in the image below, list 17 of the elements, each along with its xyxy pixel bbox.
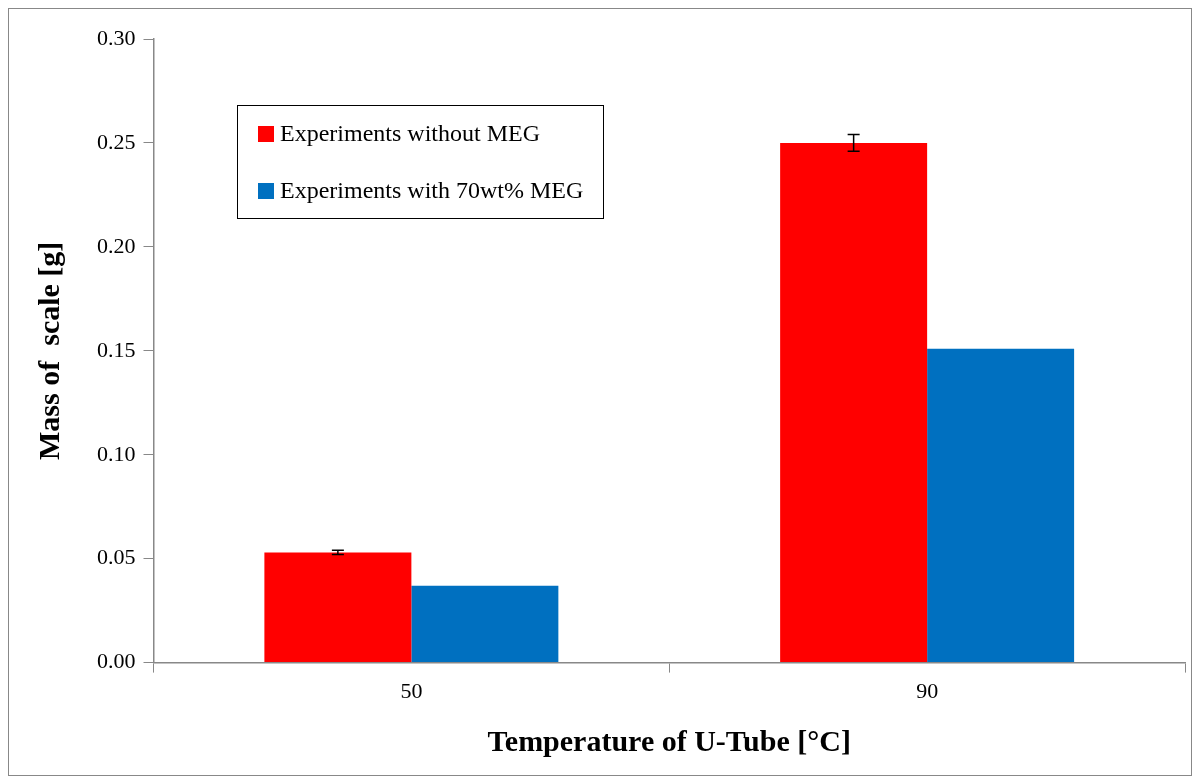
- y-tick-label: 0.05: [97, 544, 136, 570]
- y-tick-label: 0.10: [97, 440, 136, 466]
- legend-label: Experiments without MEG: [280, 120, 540, 147]
- legend-label: Experiments with 70wt% MEG: [280, 177, 584, 204]
- x-tick-label: 50: [400, 677, 423, 703]
- y-tick-label: 0.20: [97, 232, 136, 258]
- y-tick-label: 0.00: [97, 648, 136, 674]
- y-axis-title: Mass of scale [g]: [31, 241, 65, 460]
- bar: [927, 348, 1075, 663]
- bar: [780, 142, 928, 663]
- bar: [264, 552, 412, 663]
- x-tick-label: 90: [916, 677, 939, 703]
- y-tick-label: 0.15: [97, 336, 136, 362]
- bar: [411, 585, 559, 663]
- y-tick-label: 0.25: [97, 128, 136, 154]
- y-tick-label: 0.30: [97, 24, 136, 50]
- x-axis-title: Temperature of U-Tube [°C]: [487, 723, 851, 757]
